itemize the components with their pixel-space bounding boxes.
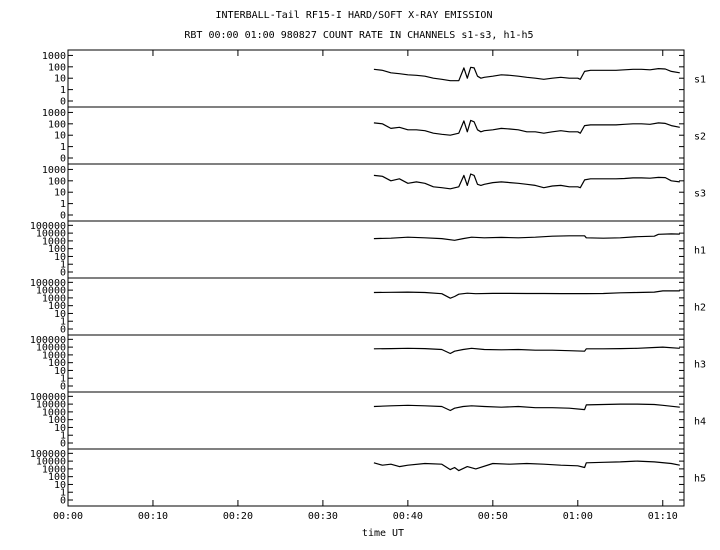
series-line-s3 bbox=[373, 173, 680, 190]
y-tick-label-h4: 100000 bbox=[30, 392, 66, 403]
series-line-s2 bbox=[373, 119, 680, 136]
y-tick-label-h2: 1000 bbox=[42, 293, 66, 304]
y-tick-label-h1: 0 bbox=[60, 268, 66, 279]
series-line-h2 bbox=[373, 290, 680, 299]
y-tick-label-s3: 1 bbox=[60, 199, 66, 210]
y-tick-label-h2: 100000 bbox=[30, 278, 66, 289]
y-tick-label-s2: 0 bbox=[60, 154, 66, 165]
y-tick-label-h2: 1 bbox=[60, 317, 66, 328]
y-tick-label-s1: 1000 bbox=[42, 51, 66, 62]
y-tick-label-h3: 10000 bbox=[36, 343, 66, 354]
channel-label-h5: h5 bbox=[694, 474, 706, 485]
y-tick-label-h3: 100000 bbox=[30, 335, 66, 346]
y-tick-label-h3: 0 bbox=[60, 382, 66, 393]
y-tick-label-h5: 1000 bbox=[42, 464, 66, 475]
x-tick-label: 01:10 bbox=[648, 511, 678, 522]
channel-label-h2: h2 bbox=[694, 303, 706, 314]
series-line-h1 bbox=[373, 233, 680, 241]
y-tick-label-h4: 1 bbox=[60, 431, 66, 442]
channel-label-h3: h3 bbox=[694, 360, 706, 371]
series-line-h5 bbox=[373, 460, 680, 472]
y-tick-label-h5: 10 bbox=[54, 480, 66, 491]
channel-label-h1: h1 bbox=[694, 246, 706, 257]
y-tick-label-s1: 10 bbox=[54, 74, 66, 85]
chart-subtitle: RBT 00:00 01:00 980827 COUNT RATE IN CHA… bbox=[184, 30, 533, 41]
y-tick-label-s3: 100 bbox=[48, 176, 66, 187]
y-tick-label-s2: 100 bbox=[48, 119, 66, 130]
y-tick-label-h3: 1000 bbox=[42, 350, 66, 361]
y-tick-label-h5: 1 bbox=[60, 488, 66, 499]
y-tick-label-h4: 0 bbox=[60, 439, 66, 450]
panel-frame-h5 bbox=[67, 448, 685, 507]
x-tick-label: 00:10 bbox=[138, 511, 168, 522]
y-tick-label-h3: 100 bbox=[48, 358, 66, 369]
panel-group: 10001001010s110001001010s210001001010s31… bbox=[30, 49, 706, 507]
y-tick-label-s3: 10 bbox=[54, 188, 66, 199]
y-tick-label-h5: 0 bbox=[60, 496, 66, 507]
y-tick-label-s3: 0 bbox=[60, 211, 66, 222]
y-tick-label-s1: 100 bbox=[48, 62, 66, 73]
panel-frame-s1 bbox=[67, 49, 685, 108]
series-line-s1 bbox=[373, 66, 680, 82]
y-tick-label-h2: 100 bbox=[48, 301, 66, 312]
y-tick-label-h4: 100 bbox=[48, 415, 66, 426]
y-tick-label-s2: 1 bbox=[60, 142, 66, 153]
y-tick-label-h4: 1000 bbox=[42, 407, 66, 418]
y-tick-label-h2: 0 bbox=[60, 325, 66, 336]
series-line-h3 bbox=[373, 346, 680, 355]
channel-label-s3: s3 bbox=[694, 189, 706, 200]
series-line-h4 bbox=[373, 403, 680, 412]
x-tick-label: 00:50 bbox=[478, 511, 508, 522]
y-tick-label-h1: 1 bbox=[60, 260, 66, 271]
y-tick-label-h5: 100 bbox=[48, 472, 66, 483]
y-tick-label-s1: 0 bbox=[60, 97, 66, 108]
channel-label-s1: s1 bbox=[694, 75, 706, 86]
x-tick-label: 00:00 bbox=[53, 511, 83, 522]
y-tick-label-h1: 1000 bbox=[42, 236, 66, 247]
y-tick-label-h1: 10000 bbox=[36, 229, 66, 240]
y-tick-label-s1: 1 bbox=[60, 85, 66, 96]
y-tick-label-s2: 10 bbox=[54, 131, 66, 142]
x-tick-label: 01:00 bbox=[563, 511, 593, 522]
panel-frame-h4 bbox=[67, 391, 685, 450]
channel-label-s2: s2 bbox=[694, 132, 706, 143]
chart-title: INTERBALL-Tail RF15-I HARD/SOFT X-RAY EM… bbox=[216, 10, 493, 21]
panel-frame-s3 bbox=[67, 163, 685, 222]
panel-frame-h1 bbox=[67, 220, 685, 279]
y-tick-label-h5: 10000 bbox=[36, 457, 66, 468]
y-tick-label-h3: 10 bbox=[54, 366, 66, 377]
y-tick-label-h5: 100000 bbox=[30, 449, 66, 460]
y-tick-label-h1: 100000 bbox=[30, 221, 66, 232]
y-tick-label-s2: 1000 bbox=[42, 108, 66, 119]
x-tick-label: 00:20 bbox=[223, 511, 253, 522]
x-axis-label: time UT bbox=[362, 528, 404, 539]
panel-frame-h3 bbox=[67, 334, 685, 393]
panel-frame-h2 bbox=[67, 277, 685, 336]
y-tick-label-s3: 1000 bbox=[42, 165, 66, 176]
x-axis: 00:00 00:10 00:20 00:30 00:40 00:50 01:00 01:10 bbox=[53, 50, 678, 522]
y-tick-label-h2: 10000 bbox=[36, 286, 66, 297]
y-tick-label-h1: 100 bbox=[48, 244, 66, 255]
y-tick-label-h4: 10 bbox=[54, 423, 66, 434]
y-tick-label-h2: 10 bbox=[54, 309, 66, 320]
y-tick-label-h1: 10 bbox=[54, 252, 66, 263]
y-tick-label-h3: 1 bbox=[60, 374, 66, 385]
y-tick-label-h4: 10000 bbox=[36, 400, 66, 411]
channel-label-h4: h4 bbox=[694, 417, 706, 428]
panel-frame-s2 bbox=[67, 106, 685, 165]
x-tick-label: 00:30 bbox=[308, 511, 338, 522]
x-tick-label: 00:40 bbox=[393, 511, 423, 522]
